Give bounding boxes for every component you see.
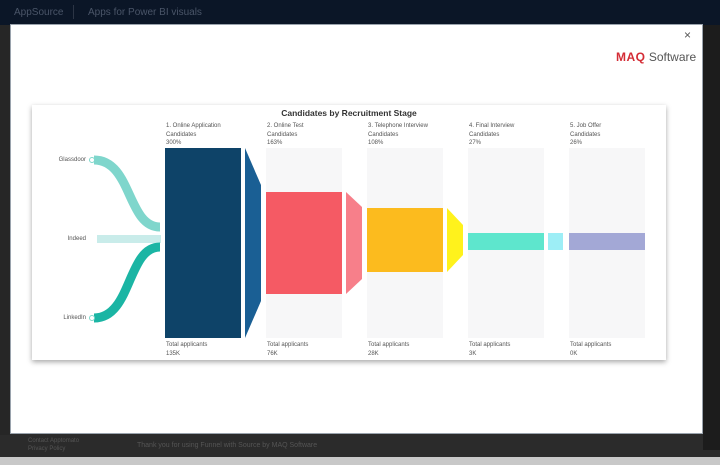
stage-name: 4. Final Interview — [469, 123, 515, 129]
source-label-indeed: Indeed — [67, 236, 86, 242]
close-icon[interactable]: × — [684, 28, 692, 42]
logo-brand: MAQ — [616, 50, 646, 64]
source-label-linkedin: LinkedIn — [63, 315, 86, 321]
stage-bar-3[interactable] — [367, 208, 443, 272]
total-value: 135K — [166, 350, 181, 357]
background-right — [703, 25, 720, 450]
source-label-glassdoor: Glassdoor — [58, 157, 86, 163]
chart-title: Candidates by Recruitment Stage — [281, 108, 417, 118]
footer-links: Contact Apptomato Privacy Policy — [28, 437, 79, 453]
source-node-glassdoor[interactable] — [89, 157, 95, 163]
stage-percent: 108% — [368, 140, 384, 146]
stage-subname: Candidates — [267, 131, 298, 138]
stage-percent: 27% — [469, 140, 482, 146]
funnel-chart-card: Candidates by Recruitment Stage Glassdoo… — [32, 105, 666, 360]
stage-bar-4[interactable] — [468, 233, 544, 250]
breadcrumb-appsource[interactable]: AppSource — [14, 7, 64, 18]
stage-percent: 26% — [570, 140, 583, 146]
total-label: Total applicants — [166, 342, 208, 348]
stage-name: 2. Online Test — [267, 123, 304, 129]
status-bar — [0, 457, 720, 465]
stage-name: 3. Telephone Interview — [368, 123, 428, 129]
modal-footer: Contact Apptomato Privacy Policy Thank y… — [0, 435, 703, 457]
stage-header-4: 4. Final Interview Candidates 27% — [469, 122, 559, 148]
source-flows — [93, 148, 563, 338]
maq-software-logo: MAQ Software — [616, 50, 696, 64]
stage-bar-5[interactable] — [569, 233, 645, 250]
breadcrumb-apps-for-power-bi[interactable]: Apps for Power BI visuals — [88, 7, 202, 18]
stage-subname: Candidates — [166, 131, 197, 138]
stage-subname: Candidates — [368, 131, 399, 138]
total-label: Total applicants — [570, 342, 612, 348]
footer-link-privacy[interactable]: Privacy Policy — [28, 446, 66, 452]
app-top-bar: AppSource Apps for Power BI visuals — [0, 0, 720, 25]
stage-footer-5: Total applicants 0K — [570, 341, 660, 358]
total-value: 0K — [570, 350, 578, 357]
total-value: 3K — [469, 350, 477, 357]
stage-footer-3: Total applicants 28K — [368, 341, 458, 358]
stage-footer-4: Total applicants 3K — [469, 341, 559, 358]
stage-header-3: 3. Telephone Interview Candidates 108% — [368, 122, 458, 148]
logo-suffix: Software — [645, 50, 697, 64]
footer-link-contact[interactable]: Contact Apptomato — [28, 438, 80, 444]
stage-header-2: 2. Online Test Candidates 163% — [267, 122, 357, 148]
stage-header-5: 5. Job Offer Candidates 26% — [570, 122, 660, 148]
stage-name: 1. Online Application — [166, 123, 221, 129]
total-value: 76K — [267, 350, 278, 357]
stage-bar-1[interactable] — [165, 148, 241, 338]
source-node-linkedin[interactable] — [89, 315, 95, 321]
background-left — [0, 25, 10, 435]
stage-subname: Candidates — [570, 131, 601, 138]
total-label: Total applicants — [267, 342, 309, 348]
breadcrumb-separator — [73, 5, 74, 19]
footer-thanks-text: Thank you for using Funnel with Source b… — [137, 442, 318, 449]
stage-name: 5. Job Offer — [570, 123, 602, 129]
stage-footer-2: Total applicants 76K — [267, 341, 357, 358]
stage-subname: Candidates — [469, 131, 500, 138]
stage-bar-2[interactable] — [266, 192, 342, 294]
total-label: Total applicants — [469, 342, 511, 348]
stage-percent: 300% — [166, 140, 182, 146]
stage-footer-1: Total applicants 135K — [166, 341, 256, 358]
stage-percent: 163% — [267, 140, 283, 146]
total-value: 28K — [368, 350, 379, 357]
stage-header-1: 1. Online Application Candidates 300% — [166, 122, 256, 148]
total-label: Total applicants — [368, 342, 410, 348]
